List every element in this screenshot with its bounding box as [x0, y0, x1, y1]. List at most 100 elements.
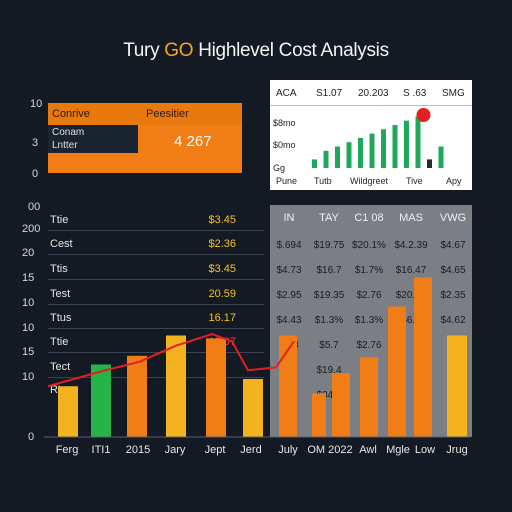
table-cell: $4.67: [440, 240, 466, 251]
main-bar: [312, 393, 326, 437]
x-label: Low: [414, 444, 436, 456]
main-bar: [91, 364, 111, 437]
row-divider: [48, 254, 264, 255]
x-label: Jrug: [446, 444, 468, 456]
row-label: Ttie: [50, 336, 69, 348]
row-label: Cest: [50, 238, 73, 250]
table-header: C1 08: [354, 212, 384, 224]
row-value: $3.45: [208, 263, 236, 275]
x-label: Jerd: [240, 444, 262, 456]
x-label: ITI1: [91, 444, 111, 456]
row-divider: [48, 377, 264, 378]
summary-label-left: Conrive: [52, 108, 90, 120]
y-label: 3: [32, 137, 39, 149]
table-cell: $2.76: [356, 290, 382, 301]
row-divider: [48, 230, 264, 231]
table-cell: $1.3%: [314, 315, 344, 326]
x-label: Awl: [359, 444, 377, 456]
mini-y-label: Gg: [273, 163, 286, 173]
y-label: 0: [28, 431, 35, 443]
summary-big-value: 4 267: [174, 133, 212, 150]
chart-title: Tury GO Highlevel Cost Analysis: [0, 40, 512, 62]
mini-chart-panel: ACA S1.07 20.203 S .63 SMG $8mo $0mo Gg …: [270, 80, 472, 190]
mini-x-label: Apy: [446, 176, 462, 186]
main-bar: [166, 335, 186, 437]
table-cell: $4.65: [440, 265, 466, 276]
main-bar: [206, 338, 226, 437]
mini-bar: [335, 146, 340, 168]
table-cell: $4.62: [440, 315, 466, 326]
table-cell: $19.75: [313, 240, 345, 251]
main-bar: [414, 277, 432, 437]
table-cell: $.694: [276, 240, 302, 251]
table-cell: $34.6: [316, 390, 342, 401]
title-suffix: Highlevel Cost Analysis: [193, 40, 389, 61]
row-label: Ttie: [50, 214, 69, 226]
y-label: 15: [22, 346, 35, 358]
y-label: 20: [22, 247, 35, 259]
x-label: OM 2022: [307, 444, 353, 456]
mini-bar: [415, 116, 421, 168]
y-label: 00: [28, 201, 41, 213]
main-bar: [332, 373, 350, 437]
title-prefix: Tury: [123, 40, 165, 61]
mini-bar: [312, 159, 317, 168]
title-accent: GO: [164, 40, 194, 61]
table-cell: $2.76: [356, 340, 382, 351]
mini-marker: [416, 108, 431, 122]
main-bar: [279, 335, 297, 437]
y-label: 0: [32, 168, 39, 180]
y-label: 200: [22, 223, 41, 235]
table-cell: $2.35: [440, 290, 466, 301]
table-header: TAY: [319, 212, 339, 224]
table-cell: $19.4: [316, 365, 342, 376]
y-label: 10: [22, 371, 35, 383]
summary-dark-line-1: Conam: [52, 127, 85, 138]
row-label: Test: [50, 288, 71, 300]
table-cell: $6.4: [401, 315, 421, 326]
summary-dark-box: [48, 125, 138, 153]
row-divider: [48, 279, 264, 280]
mini-bar: [404, 120, 409, 168]
row-divider: [48, 328, 264, 329]
mini-header: SMG: [442, 88, 465, 99]
table-cell: $4.2.39: [394, 240, 428, 251]
x-label: Ferg: [55, 444, 79, 456]
row-value: 16.17: [208, 312, 236, 324]
mini-header: ACA: [276, 88, 297, 99]
mini-bar: [323, 150, 329, 168]
mini-header: 20.203: [358, 88, 389, 99]
x-label: Mgle: [386, 444, 410, 456]
row-label: Ttus: [50, 312, 72, 324]
mini-header-separator: [270, 105, 472, 106]
mini-y-label: $8mo: [273, 118, 296, 128]
row-label: Ttis: [50, 263, 68, 275]
table-cell: $1.7%: [354, 265, 384, 276]
table-header: IN: [283, 212, 295, 224]
x-label: July: [278, 444, 298, 456]
table-cell: $19.35: [313, 290, 345, 301]
mini-bar: [381, 129, 386, 168]
mini-header: S .63: [403, 88, 427, 99]
table-cell: $1.3%: [354, 315, 384, 326]
mini-x-label: Tive: [406, 176, 423, 186]
main-bar: [447, 335, 467, 437]
mini-bar: [369, 133, 375, 168]
trend-line: [47, 332, 295, 388]
table-header: VWG: [439, 212, 467, 224]
mini-bar: [358, 137, 363, 168]
row-value: 20.59: [208, 288, 236, 300]
mini-y-label: $0mo: [273, 140, 296, 150]
row-label: Tect: [50, 361, 71, 373]
mini-header: S1.07: [316, 88, 343, 99]
x-label: 2015: [125, 444, 151, 456]
row-value: $2.36: [208, 238, 236, 250]
mini-bar: [392, 125, 398, 168]
table-cell: $4.43: [276, 315, 302, 326]
y-label: 15: [22, 272, 35, 284]
mini-bar: [438, 146, 444, 168]
summary-panel: Conrive Peesitier Conam Lntter 4 267: [48, 103, 242, 173]
main-bar: [58, 386, 78, 437]
y-label: 10: [22, 297, 35, 309]
